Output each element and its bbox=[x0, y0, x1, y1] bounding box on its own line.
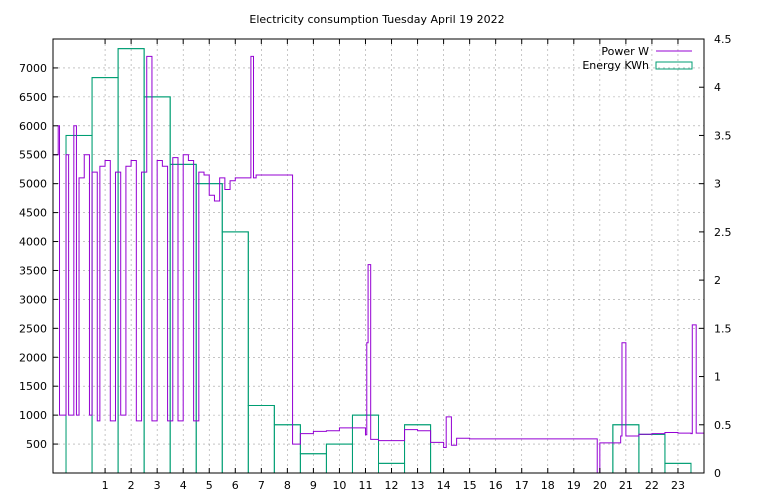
y-tick-label: 1000 bbox=[19, 409, 47, 422]
y-tick-label: 6500 bbox=[19, 91, 47, 104]
x-tick-label: 13 bbox=[411, 479, 425, 492]
x-tick-label: 10 bbox=[332, 479, 346, 492]
y2-tick-label: 2 bbox=[714, 274, 721, 287]
y2-tick-label: 0.5 bbox=[714, 419, 732, 432]
legend-label-power: Power W bbox=[601, 45, 649, 58]
y-tick-label: 4000 bbox=[19, 236, 47, 249]
x-tick-label: 20 bbox=[593, 479, 607, 492]
x-tick-label: 1 bbox=[102, 479, 109, 492]
x-tick-label: 11 bbox=[358, 479, 372, 492]
y2-tick-label: 0 bbox=[714, 467, 721, 480]
x-tick-label: 9 bbox=[310, 479, 317, 492]
series-layer bbox=[53, 48, 705, 474]
x-tick-label: 17 bbox=[515, 479, 529, 492]
x-tick-label: 6 bbox=[232, 479, 239, 492]
x-tick-label: 5 bbox=[206, 479, 213, 492]
y-tick-label: 4500 bbox=[19, 207, 47, 220]
y2-tick-label: 3.5 bbox=[714, 129, 732, 142]
y2-tick-label: 3 bbox=[714, 178, 721, 191]
series-power-steps bbox=[53, 55, 705, 474]
y-tick-label: 5000 bbox=[19, 178, 47, 191]
y2-tick-label: 1.5 bbox=[714, 322, 732, 335]
x-tick-label: 16 bbox=[489, 479, 503, 492]
y-tick-label: 6000 bbox=[19, 120, 47, 133]
y-tick-label: 7000 bbox=[19, 62, 47, 75]
grid-layer bbox=[53, 39, 704, 473]
x-tick-label: 14 bbox=[437, 479, 451, 492]
x-tick-label: 4 bbox=[180, 479, 187, 492]
x-tick-label: 15 bbox=[463, 479, 477, 492]
y-tick-label: 2500 bbox=[19, 322, 47, 335]
x-tick-label: 8 bbox=[284, 479, 291, 492]
legend-label-energy: Energy KWh bbox=[582, 59, 649, 72]
x-tick-label: 22 bbox=[645, 479, 659, 492]
chart-title: Electricity consumption Tuesday April 19… bbox=[249, 13, 504, 26]
x-tick-label: 18 bbox=[541, 479, 555, 492]
x-tick-label: 19 bbox=[567, 479, 581, 492]
energy-bar bbox=[221, 231, 249, 474]
x-tick-label: 12 bbox=[385, 479, 399, 492]
legend-swatch-energy bbox=[655, 61, 693, 70]
ticks-layer: 1 2 3 4 5 6 7 8 9 10 11 12 13 14 15 16 17 18 19 20 21 22 23500… bbox=[19, 33, 732, 492]
y2-tick-label: 4 bbox=[714, 81, 721, 94]
y2-tick-label: 2.5 bbox=[714, 226, 732, 239]
y2-tick-label: 1 bbox=[714, 371, 721, 384]
y-tick-label: 500 bbox=[26, 438, 47, 451]
x-tick-label: 7 bbox=[258, 479, 265, 492]
legend: Power W Energy KWh bbox=[582, 45, 693, 72]
y-tick-label: 2000 bbox=[19, 351, 47, 364]
x-tick-label: 21 bbox=[619, 479, 633, 492]
plot-frame bbox=[52, 38, 705, 474]
x-tick-label: 23 bbox=[671, 479, 685, 492]
x-tick-label: 2 bbox=[128, 479, 135, 492]
x-tick-label: 3 bbox=[154, 479, 161, 492]
y-tick-label: 5500 bbox=[19, 149, 47, 162]
series-energy-steps bbox=[65, 48, 692, 474]
y-tick-label: 1500 bbox=[19, 380, 47, 393]
y2-tick-label: 4.5 bbox=[714, 33, 732, 46]
y-tick-label: 3500 bbox=[19, 264, 47, 277]
y-tick-label: 3000 bbox=[19, 293, 47, 306]
